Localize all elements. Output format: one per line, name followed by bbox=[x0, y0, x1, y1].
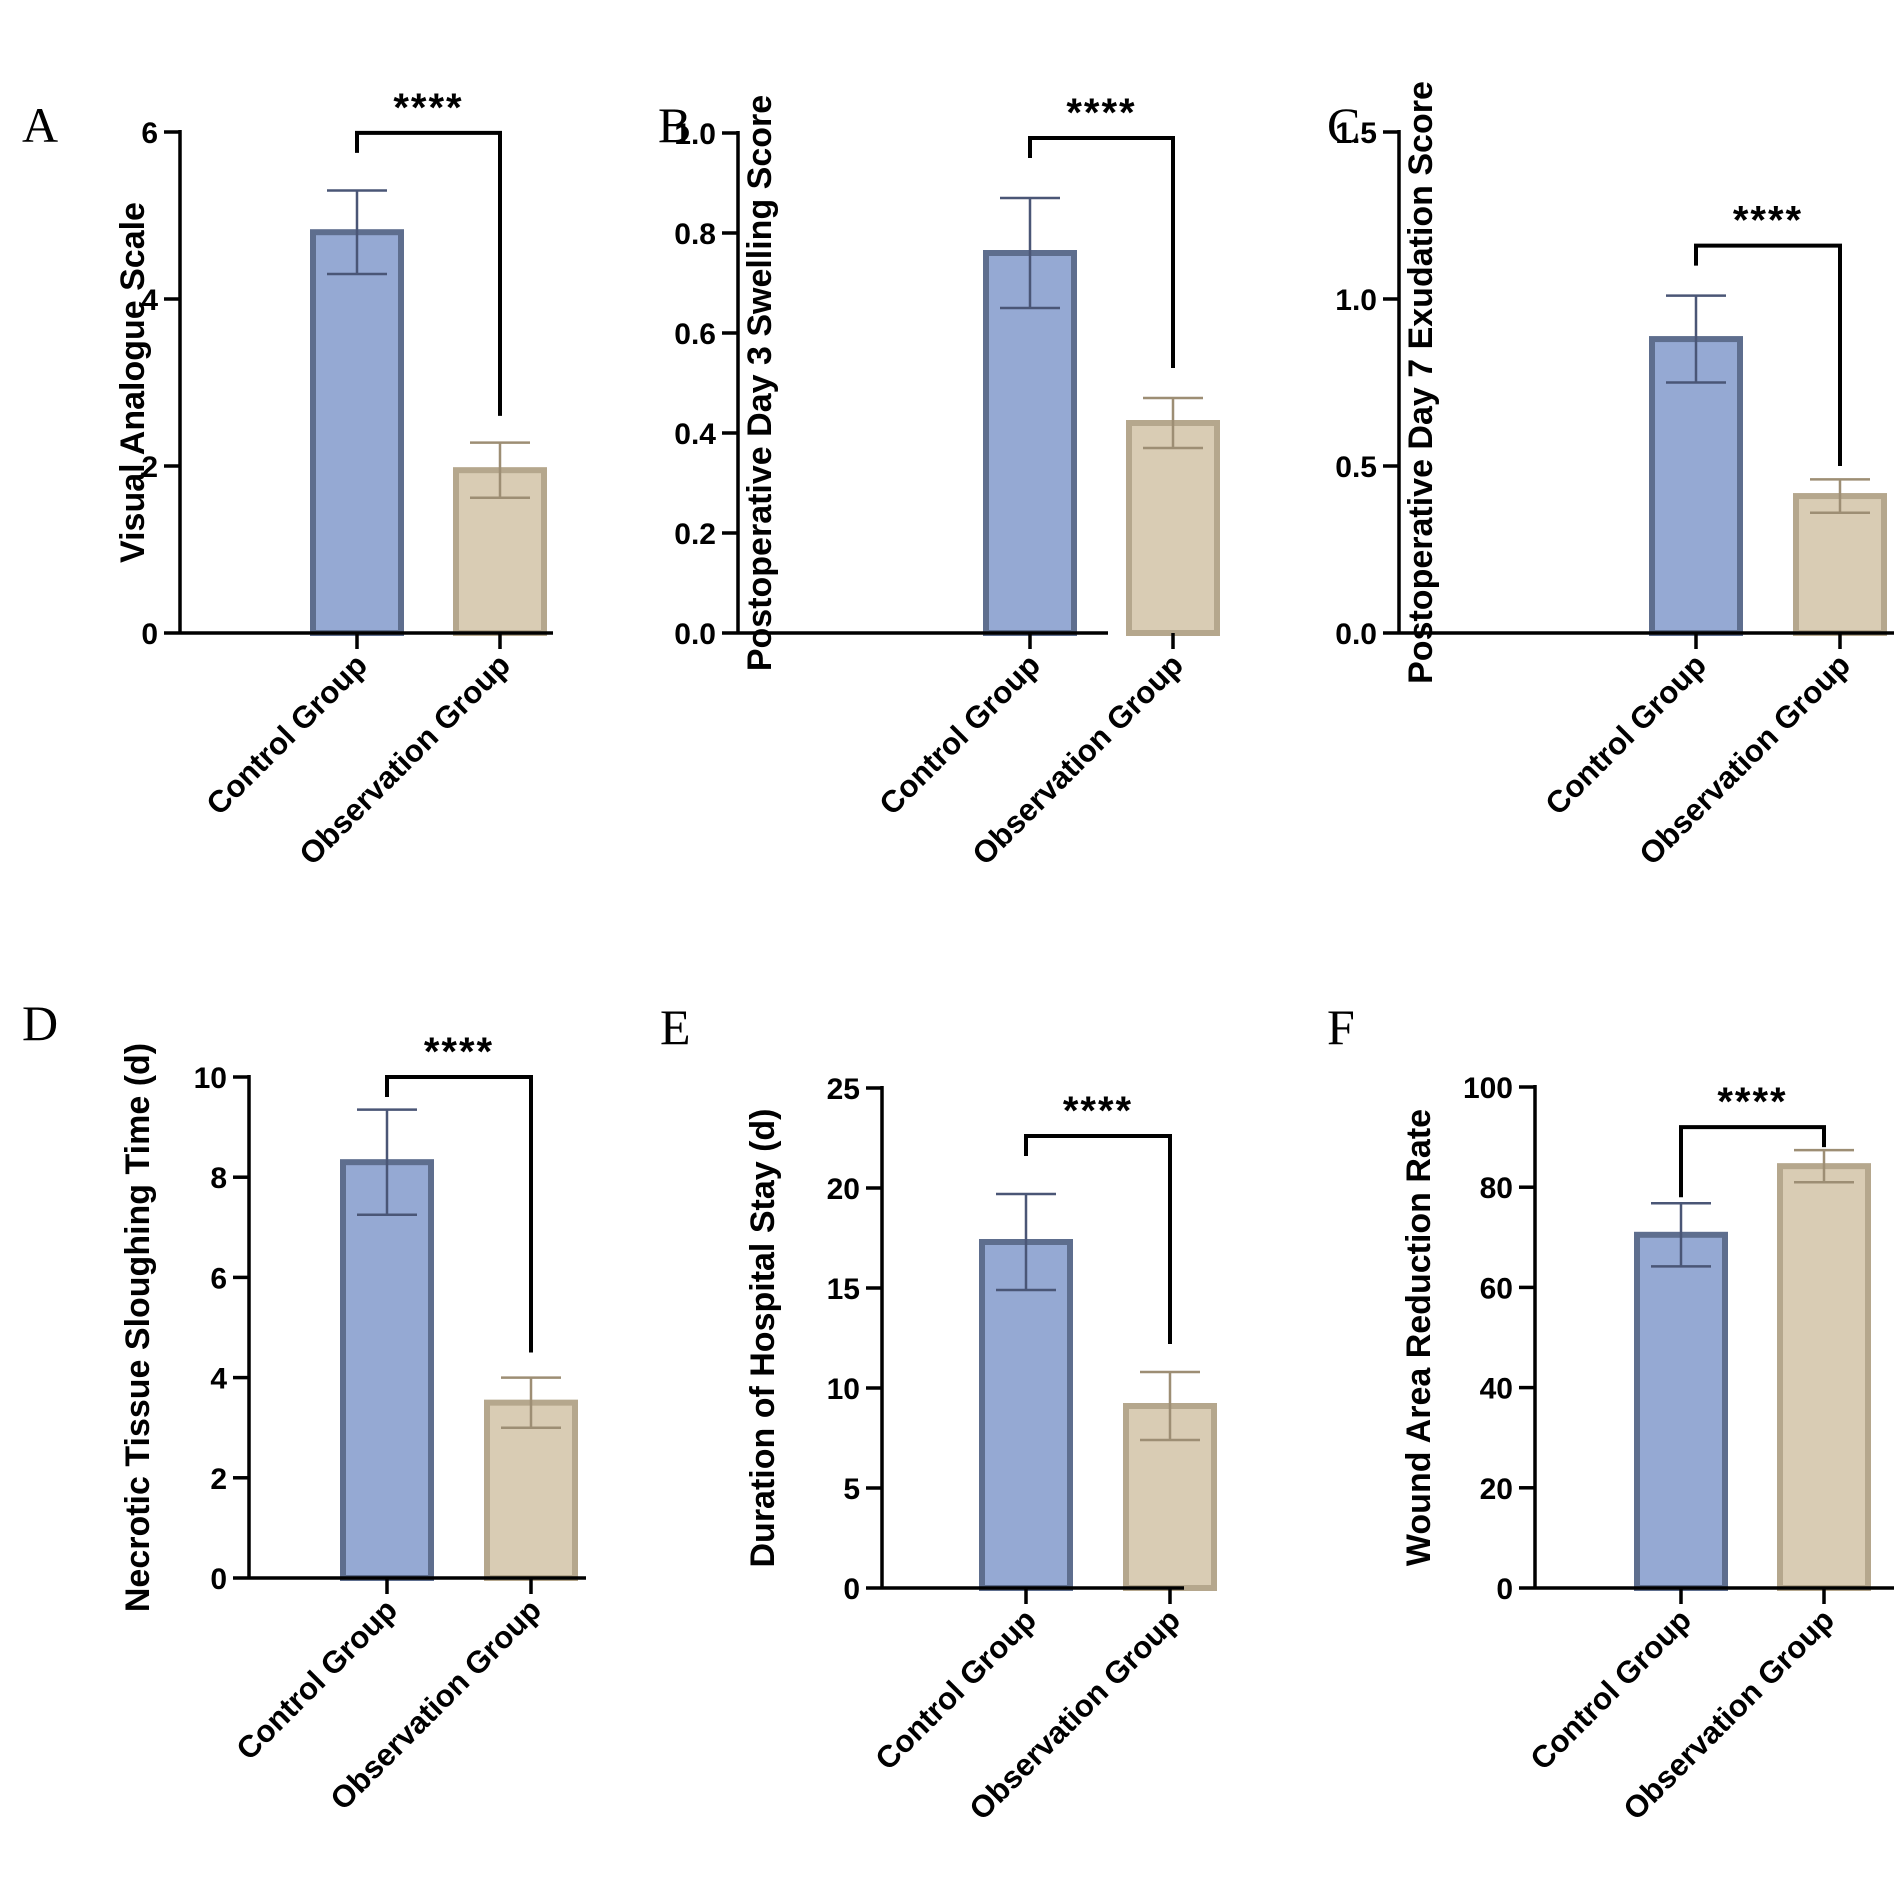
panel-b-ytick-label: 0.2 bbox=[674, 518, 716, 551]
panel-f-significance-label: **** bbox=[1717, 1080, 1787, 1124]
panel-a-error-bar-observation bbox=[470, 441, 530, 499]
panel-d-ytick-label: 0 bbox=[210, 1563, 227, 1596]
panel-a-significance-label: **** bbox=[393, 86, 463, 130]
panel-d-ytick-label: 4 bbox=[210, 1363, 227, 1396]
panel-d-bar-control bbox=[340, 1159, 434, 1582]
panel-d-error-bar-control bbox=[357, 1108, 417, 1217]
panel-b-bar-observation bbox=[1126, 420, 1220, 636]
panel-a-significance-bracket bbox=[355, 130, 502, 416]
panel-c-bar-observation bbox=[1793, 493, 1887, 636]
panel-c-significance-label: **** bbox=[1733, 199, 1803, 243]
panel-c-ytick-label: 1.5 bbox=[1335, 117, 1377, 150]
panel-d-error-bar-observation bbox=[501, 1376, 561, 1429]
panel-d-ytick-label: 6 bbox=[210, 1262, 227, 1295]
panel-d-ytick-label: 2 bbox=[210, 1463, 227, 1496]
panel-c-ytick-label: 1.0 bbox=[1335, 284, 1377, 317]
panel-e-significance-bracket bbox=[1024, 1134, 1172, 1344]
panel-b-ytick-label: 0.8 bbox=[674, 218, 716, 251]
panel-f-ytick-label: 100 bbox=[1463, 1072, 1513, 1105]
panel-b-ytick-label: 0.0 bbox=[674, 618, 716, 651]
panel-f-ytick-label: 0 bbox=[1496, 1573, 1513, 1606]
panel-f-ytick-label: 80 bbox=[1480, 1172, 1513, 1205]
panel-c-error-bar-observation bbox=[1810, 478, 1870, 515]
panel-c-error-bar-control bbox=[1666, 294, 1726, 384]
panel-f-bar-observation bbox=[1777, 1163, 1871, 1591]
panel-a-ytick-label: 4 bbox=[141, 284, 158, 317]
panel-e-ylabel: Duration of Hospital Stay (d) bbox=[744, 1109, 782, 1568]
panel-d-significance-label: **** bbox=[424, 1030, 494, 1074]
panel-e-significance-label: **** bbox=[1063, 1089, 1133, 1133]
panel-f-error-bar-observation bbox=[1794, 1148, 1854, 1184]
panel-a-ytick-label: 0 bbox=[141, 618, 158, 651]
panel-c-ylabel: Postoperative Day 7 Exudation Score bbox=[1402, 81, 1440, 684]
panel-b-error-bar-control bbox=[1000, 196, 1060, 310]
panel-d-ytick-label: 10 bbox=[194, 1062, 227, 1095]
panel-a-ytick-label: 6 bbox=[141, 117, 158, 150]
panel-d-letter: D bbox=[22, 995, 58, 1051]
panel-d-ytick-label: 8 bbox=[210, 1162, 227, 1195]
panel-f-bar-control bbox=[1634, 1231, 1728, 1592]
panel-a-letter: A bbox=[22, 97, 58, 153]
panel-b-ytick-label: 0.6 bbox=[674, 318, 716, 351]
panel-b-ytick-label: 1.0 bbox=[674, 118, 716, 151]
panel-a-ylabel: Visual Analogue Scale bbox=[114, 202, 152, 563]
panel-f-ytick-label: 20 bbox=[1480, 1473, 1513, 1506]
panel-e-letter: E bbox=[660, 999, 691, 1055]
panel-e-error-bar-observation bbox=[1140, 1370, 1200, 1442]
panel-c-significance-bracket bbox=[1694, 243, 1842, 466]
panel-f-ylabel: Wound Area Reduction Rate bbox=[1400, 1109, 1438, 1566]
panel-e-ytick-label: 15 bbox=[827, 1273, 860, 1306]
panel-b-bar-control bbox=[983, 250, 1077, 636]
panel-d-significance-bracket bbox=[385, 1075, 533, 1353]
panel-e-ytick-label: 25 bbox=[827, 1073, 860, 1106]
panel-f-significance-bracket bbox=[1679, 1125, 1826, 1198]
panel-c-letter: C bbox=[1327, 97, 1360, 153]
panel-e-ytick-label: 5 bbox=[843, 1473, 860, 1506]
panel-e-error-bar-control bbox=[996, 1192, 1056, 1292]
panel-b-significance-bracket bbox=[1028, 136, 1175, 368]
panel-b-error-bar-observation bbox=[1143, 396, 1203, 450]
panel-e-ytick-label: 0 bbox=[843, 1573, 860, 1606]
panel-b-ylabel: Postoperative Day 3 Swelling Score bbox=[741, 95, 779, 671]
panel-a-ytick-label: 2 bbox=[141, 451, 158, 484]
panel-d-ylabel: Necrotic Tissue Sloughing Time (d) bbox=[119, 1043, 157, 1612]
panel-b-letter: B bbox=[658, 97, 691, 153]
panel-c-bar-control bbox=[1649, 336, 1743, 636]
panel-e-ytick-label: 10 bbox=[827, 1373, 860, 1406]
panel-f-error-bar-control bbox=[1651, 1201, 1711, 1268]
panel-f-ytick-label: 40 bbox=[1480, 1373, 1513, 1406]
panel-c-ytick-label: 0.5 bbox=[1335, 451, 1377, 484]
panel-e-ytick-label: 20 bbox=[827, 1173, 860, 1206]
panel-a-error-bar-control bbox=[327, 189, 387, 276]
panel-a-bar-control bbox=[310, 229, 404, 636]
panel-b-ytick-label: 0.4 bbox=[674, 418, 716, 451]
panel-e-bar-control bbox=[979, 1239, 1073, 1591]
panel-b-significance-label: **** bbox=[1066, 91, 1136, 135]
panel-f-ytick-label: 60 bbox=[1480, 1272, 1513, 1305]
panel-d-bar-observation bbox=[484, 1399, 578, 1582]
panel-f-letter: F bbox=[1327, 999, 1355, 1055]
panel-c-ytick-label: 0.0 bbox=[1335, 618, 1377, 651]
